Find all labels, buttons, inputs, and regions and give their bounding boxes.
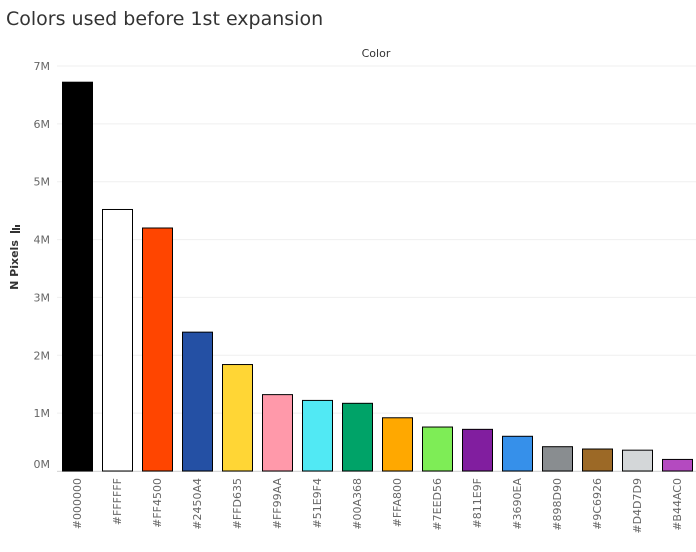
y-tick-label: 3M <box>34 291 51 304</box>
x-tick-label: #FFA800 <box>391 478 404 527</box>
x-axis-ticks: #000000 #FFFFFF #FF4500 #2450A4 #FFD635 #FF99… <box>71 478 684 534</box>
x-tick-label: #B44AC0 <box>671 478 684 531</box>
bar[interactable] <box>422 426 453 472</box>
y-axis-title[interactable]: N Pixels <box>8 240 21 290</box>
bar[interactable] <box>582 448 613 472</box>
x-tick-label: #FFFFFF <box>111 478 124 525</box>
bar[interactable] <box>262 394 293 472</box>
x-tick-label: #000000 <box>71 478 84 529</box>
bar[interactable] <box>342 402 373 472</box>
x-tick-label: #FF4500 <box>151 478 164 528</box>
bar[interactable] <box>182 331 213 472</box>
bar[interactable] <box>62 81 93 472</box>
bar[interactable] <box>542 446 573 472</box>
bar[interactable] <box>102 208 133 472</box>
sort-icon[interactable] <box>10 225 20 233</box>
x-tick-label: #9C6926 <box>591 478 604 530</box>
column-header: Color <box>362 47 391 60</box>
y-tick-label: 0M <box>34 458 51 471</box>
bar[interactable] <box>142 227 173 472</box>
bar[interactable] <box>622 449 653 472</box>
y-tick-label: 7M <box>34 60 51 73</box>
y-tick-label: 2M <box>34 349 51 362</box>
bar[interactable] <box>462 428 493 472</box>
x-tick-label: #898D90 <box>551 478 564 531</box>
y-tick-label: 1M <box>34 407 51 420</box>
chart-title: Colors used before 1st expansion <box>6 8 324 30</box>
x-tick-label: #FF99AA <box>271 478 284 530</box>
y-axis-title-group: N Pixels <box>8 225 21 290</box>
x-tick-label: #3690EA <box>511 478 524 530</box>
x-tick-label: #FFD635 <box>231 478 244 529</box>
y-tick-label: 4M <box>34 234 51 247</box>
bar[interactable] <box>502 435 533 472</box>
x-tick-label: #D4D7D9 <box>631 478 644 534</box>
x-tick-label: #7EED56 <box>431 478 444 531</box>
bar[interactable] <box>222 364 253 472</box>
bar[interactable] <box>382 417 413 472</box>
bars <box>62 81 693 472</box>
y-tick-label: 6M <box>34 118 51 131</box>
x-tick-label: #51E9F4 <box>311 478 324 529</box>
bar[interactable] <box>662 458 693 472</box>
bar[interactable] <box>302 399 333 472</box>
y-tick-label: 5M <box>34 176 51 189</box>
x-tick-label: #2450A4 <box>191 478 204 530</box>
x-tick-label: #00A368 <box>351 478 364 530</box>
x-tick-label: #811E9F <box>471 478 484 529</box>
y-axis-ticks: 0M 1M 2M 3M 4M 5M 6M 7M <box>34 60 51 471</box>
